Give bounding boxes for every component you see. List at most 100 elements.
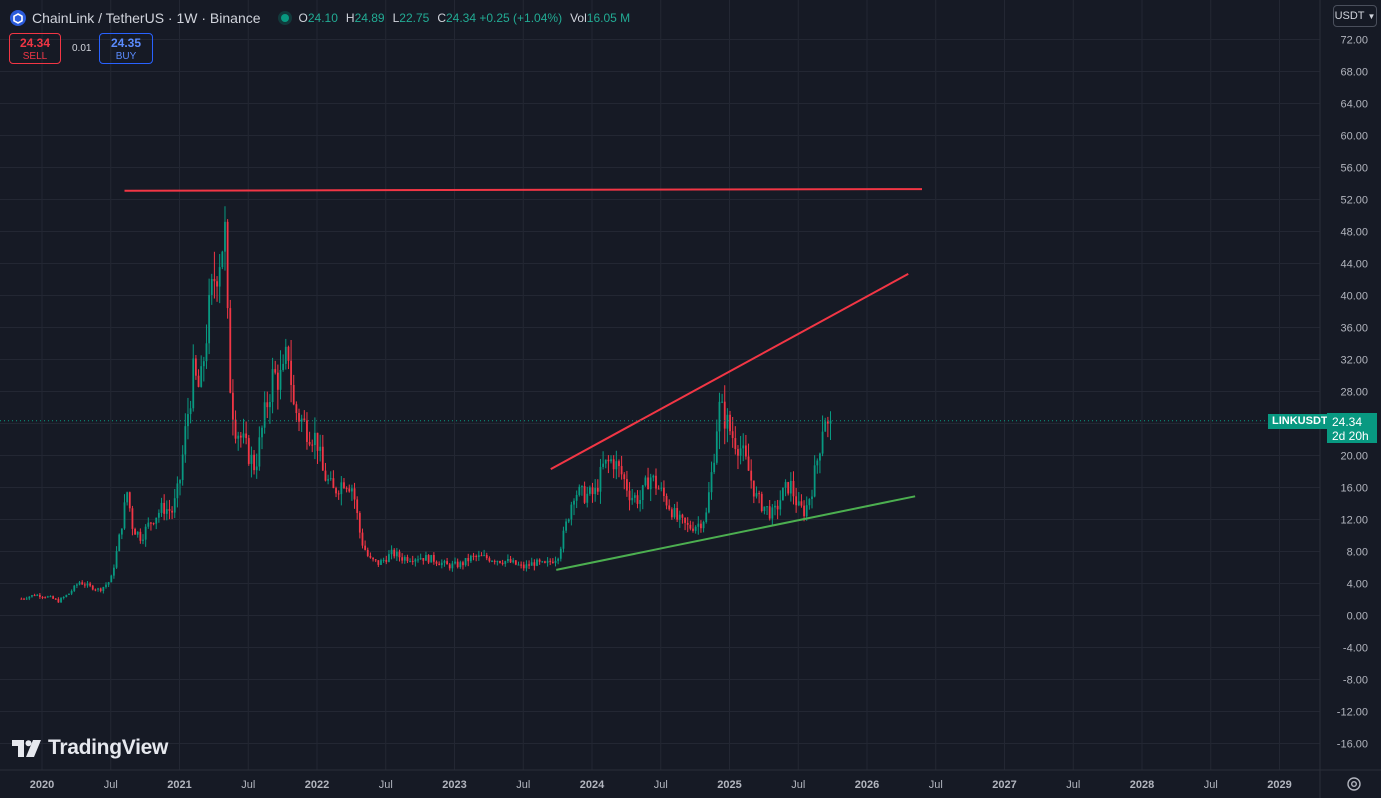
chevron-down-icon: ▼: [1367, 11, 1376, 21]
candlestick-series[interactable]: [20, 206, 832, 603]
candle-body: [602, 463, 605, 467]
sell-label: SELL: [22, 51, 48, 62]
candle-body: [615, 461, 618, 470]
symbol-title[interactable]: ChainLink / TetherUS · 1W · Binance: [32, 10, 261, 26]
candle-body: [596, 487, 599, 492]
candle-body: [200, 366, 203, 387]
candle-body: [610, 459, 612, 462]
candle-body: [306, 420, 308, 442]
candle-body: [115, 551, 118, 568]
candle-body: [628, 490, 631, 501]
candle-body: [538, 559, 541, 562]
candle-body: [337, 493, 340, 495]
price-tick-label: 72.00: [1340, 35, 1368, 47]
time-tick-label: 2027: [992, 779, 1016, 791]
candle-body: [329, 478, 332, 480]
candle-body: [414, 559, 417, 562]
candle-body: [493, 560, 496, 563]
buy-price: 24.35: [110, 36, 142, 50]
price-tick-label: 12.00: [1340, 515, 1368, 527]
candle-body: [393, 549, 396, 557]
candle-body: [81, 582, 84, 585]
candle-body: [385, 559, 388, 562]
time-tick-label: 2021: [167, 779, 191, 791]
candle-body: [626, 479, 628, 491]
market-open-indicator: [280, 14, 289, 22]
candle-body: [73, 585, 76, 591]
candle-body: [380, 560, 382, 565]
candle-body: [295, 404, 298, 414]
candle-body: [94, 589, 97, 591]
candle-body: [678, 514, 681, 520]
time-tick-label: 2022: [305, 779, 329, 791]
candle-body: [213, 278, 216, 282]
candle-body: [422, 558, 425, 561]
candle-body: [105, 584, 107, 588]
candle-body: [282, 363, 285, 370]
candle-body: [462, 562, 464, 566]
candle-body: [647, 477, 649, 490]
time-axis[interactable]: 2020 Jul 2021 Jul 2022 Jul 2023 Jul 2024 Jul 2025 J…: [30, 779, 1292, 791]
candle-body: [718, 401, 721, 432]
tradingview-logo[interactable]: TradingView: [12, 736, 168, 760]
candle-body: [792, 480, 795, 497]
price-tick-label: 28.00: [1340, 387, 1368, 399]
candle-body: [533, 562, 536, 566]
candle-body: [176, 483, 179, 499]
candle-body: [173, 498, 176, 513]
candle-body: [641, 485, 644, 501]
candle-body: [721, 401, 723, 403]
candle-body: [41, 596, 44, 598]
candle-body: [583, 486, 586, 503]
symbol-price-tag: LINKUSDT: [1268, 414, 1332, 429]
candle-body: [567, 519, 570, 522]
candle-body: [446, 561, 448, 565]
candle-body: [197, 375, 200, 387]
ohlc-key: L: [392, 11, 400, 25]
candle-body: [218, 267, 221, 287]
price-tick-label: 36.00: [1340, 323, 1368, 335]
candle-body: [57, 599, 60, 603]
candle-body: [345, 488, 348, 490]
candle-body: [417, 559, 419, 561]
buy-button[interactable]: 24.35 BUY: [99, 33, 153, 64]
trendline: [556, 495, 916, 571]
candle-body: [607, 459, 610, 462]
candle-body: [676, 508, 679, 520]
gear-icon[interactable]: [1345, 775, 1363, 793]
candle-body: [663, 487, 665, 496]
price-axis[interactable]: 72.00 68.00 64.00 60.00 56.00 52.00 48.00 44.00…: [1337, 35, 1368, 751]
candle-body: [824, 421, 827, 432]
candle-body: [316, 432, 319, 451]
candle-body: [258, 437, 261, 467]
candle-body: [28, 596, 31, 599]
candle-body: [655, 475, 657, 489]
candle-body: [438, 563, 441, 566]
candle-body: [459, 562, 462, 568]
candle-body: [308, 441, 311, 445]
candle-body: [784, 482, 787, 488]
candle-body: [581, 486, 583, 488]
candle-body: [480, 555, 483, 557]
time-tick-label: 2023: [442, 779, 466, 791]
candle-body: [694, 526, 697, 531]
candle-body: [684, 517, 686, 523]
last-price-tag: 24.34 2d 20h: [1327, 413, 1377, 443]
candle-body: [36, 594, 39, 596]
buy-label: BUY: [115, 51, 137, 62]
ohlc-value: 22.75: [399, 11, 430, 25]
candle-body: [221, 251, 224, 268]
sell-button[interactable]: 24.34 SELL: [9, 33, 61, 64]
time-tick-label: 2028: [1130, 779, 1154, 791]
candle-body: [562, 530, 565, 549]
time-tick-label: Jul: [104, 779, 118, 791]
trendlines[interactable]: [124, 188, 923, 571]
candle-body: [734, 438, 737, 450]
candle-body: [644, 477, 647, 486]
candle-body: [68, 593, 70, 595]
candle-body: [403, 557, 406, 561]
candle-body: [255, 466, 258, 471]
candle-body: [739, 448, 742, 456]
currency-selector[interactable]: USDT ▼: [1333, 5, 1377, 27]
